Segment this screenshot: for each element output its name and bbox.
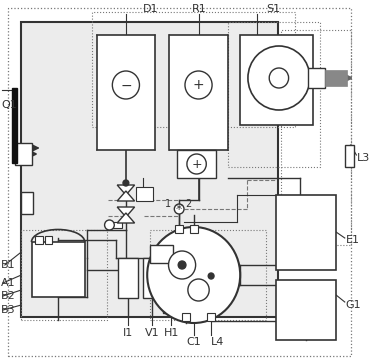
Circle shape	[168, 251, 196, 279]
Polygon shape	[117, 207, 135, 217]
Bar	[163, 258, 180, 313]
Text: B1: B1	[1, 260, 16, 270]
Text: *: *	[176, 202, 182, 215]
Bar	[345, 145, 354, 167]
Circle shape	[248, 46, 310, 110]
Polygon shape	[14, 143, 32, 165]
Bar	[276, 195, 336, 270]
Bar	[175, 225, 183, 233]
Bar	[21, 230, 106, 320]
Circle shape	[112, 71, 139, 99]
Text: V1: V1	[145, 328, 160, 338]
Bar	[190, 225, 198, 233]
Circle shape	[208, 273, 214, 279]
Text: S1: S1	[266, 4, 280, 14]
Bar	[150, 230, 266, 320]
Bar	[240, 35, 313, 125]
Bar	[97, 35, 155, 150]
Bar	[182, 313, 190, 321]
Bar	[325, 70, 347, 86]
Circle shape	[178, 261, 186, 269]
Circle shape	[147, 227, 240, 323]
Text: C1: C1	[186, 337, 201, 347]
Text: $-$: $-$	[120, 78, 132, 92]
Text: $+$: $+$	[191, 158, 202, 170]
Circle shape	[185, 71, 212, 99]
Circle shape	[188, 279, 209, 301]
Text: R1: R1	[192, 4, 207, 14]
Bar	[21, 192, 33, 214]
Polygon shape	[117, 213, 135, 223]
Bar	[150, 245, 173, 263]
Text: B2: B2	[1, 291, 16, 301]
Bar	[276, 280, 336, 340]
Text: E1: E1	[346, 235, 360, 245]
Circle shape	[187, 154, 206, 174]
Bar	[35, 236, 43, 244]
Text: Q1: Q1	[1, 100, 17, 110]
Bar	[177, 150, 216, 178]
Bar	[170, 35, 227, 150]
Text: I1: I1	[123, 328, 133, 338]
Text: A1: A1	[1, 278, 16, 288]
Text: 2: 2	[186, 199, 192, 209]
Text: H1: H1	[164, 328, 179, 338]
Text: L4: L4	[211, 337, 224, 347]
Circle shape	[269, 68, 289, 88]
Bar	[143, 258, 161, 298]
Polygon shape	[117, 185, 135, 195]
Bar	[227, 22, 319, 167]
Text: D1: D1	[143, 4, 159, 14]
Bar	[281, 30, 351, 245]
Circle shape	[123, 180, 129, 186]
Bar	[308, 68, 325, 88]
Bar	[106, 222, 122, 228]
Text: 1: 1	[164, 199, 171, 209]
Bar	[135, 187, 153, 201]
Text: B3: B3	[1, 305, 16, 315]
Bar	[207, 313, 215, 321]
Circle shape	[105, 220, 114, 230]
Bar	[92, 12, 295, 127]
Bar	[21, 22, 278, 317]
Text: G1: G1	[346, 300, 361, 310]
Text: $+$: $+$	[193, 78, 204, 92]
Bar	[32, 242, 85, 297]
Bar	[118, 258, 138, 298]
Bar	[12, 88, 17, 163]
Text: L3: L3	[357, 153, 371, 163]
Circle shape	[174, 204, 184, 214]
Polygon shape	[117, 191, 135, 201]
Bar	[45, 236, 52, 244]
